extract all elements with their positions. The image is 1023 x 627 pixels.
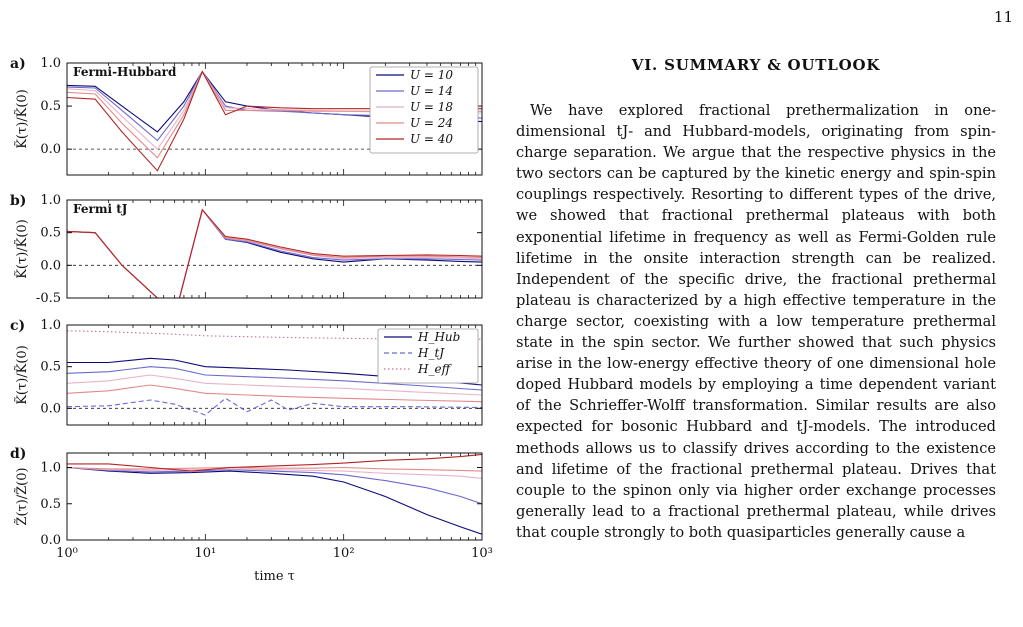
series-line xyxy=(67,357,482,386)
y-axis-label: K̃(τ)/K̃(0) xyxy=(14,345,30,405)
y-tick-label: 1.0 xyxy=(40,318,61,333)
legend-label: U = 18 xyxy=(410,100,453,114)
legend-label: U = 10 xyxy=(410,68,453,82)
legend-label: H_eff xyxy=(417,362,453,376)
section-heading: VI. SUMMARY & OUTLOOK xyxy=(631,56,881,74)
series-line xyxy=(67,366,482,391)
legend-box xyxy=(377,328,479,384)
series-line xyxy=(67,466,482,479)
panel-label: d) xyxy=(10,446,26,462)
y-tick-label: 0.5 xyxy=(40,99,61,114)
series-line xyxy=(67,453,482,472)
y-tick-label: 1.0 xyxy=(40,461,61,476)
figure: 0.0 0.5 1.0 a) Fermi-Hubbard K̃(τ)/K̃(0) U = 1… xyxy=(0,50,500,627)
legend-label: H_tJ xyxy=(417,346,445,360)
legend: H_Hub H_tJ H_eff xyxy=(377,328,479,384)
series-line xyxy=(67,208,482,298)
series-line xyxy=(67,208,482,298)
legend-label: U = 14 xyxy=(410,84,453,98)
x-axis-label: time τ xyxy=(254,569,295,584)
y-tick-label: -0.5 xyxy=(36,291,61,306)
series-group xyxy=(67,208,482,298)
y-axis-label: K̃(τ)/K̃(0) xyxy=(14,219,30,279)
y-tick-label: 0.5 xyxy=(40,360,61,375)
x-tick-label: 10¹ xyxy=(194,546,216,561)
y-tick-label: 0.0 xyxy=(40,533,61,548)
y-tick-label: 1.0 xyxy=(40,56,61,71)
y-tick-label: 1.0 xyxy=(40,193,61,208)
x-tick-label: 10² xyxy=(333,546,355,561)
panel-frame xyxy=(66,199,483,299)
series-group xyxy=(67,453,482,535)
legend-label: U = 40 xyxy=(410,132,453,146)
series-line xyxy=(67,384,482,403)
panel-title: Fermi tJ xyxy=(73,202,128,216)
page-number: 11 xyxy=(993,8,1013,26)
series-group xyxy=(67,330,482,416)
series-line xyxy=(67,208,482,298)
legend-label: H_Hub xyxy=(417,330,460,344)
panel-title: Fermi-Hubbard xyxy=(73,65,177,79)
x-tick-label: 10⁰ xyxy=(56,546,78,561)
y-axis-label: Z̃(τ)/Z̃(0) xyxy=(14,467,30,525)
panel-frame xyxy=(66,62,483,176)
y-axis-label: K̃(τ)/K̃(0) xyxy=(14,89,30,149)
summary-section: VI. SUMMARY & OUTLOOK We have explored f… xyxy=(516,56,996,627)
panel-frame xyxy=(66,324,483,426)
y-tick-label: 0.0 xyxy=(40,401,61,416)
series-line xyxy=(67,466,482,472)
panel-label: c) xyxy=(10,318,25,334)
series-line xyxy=(67,208,482,298)
series-line xyxy=(67,208,482,298)
series-line xyxy=(67,466,482,535)
y-tick-label: 0.0 xyxy=(40,258,61,273)
series-line xyxy=(67,397,482,416)
series-line xyxy=(67,374,482,396)
y-tick-label: 0.5 xyxy=(40,226,61,241)
panel-frame xyxy=(66,452,483,541)
section-body-text: We have explored fractional prethermaliz… xyxy=(516,102,996,541)
legend: U = 10 U = 14 U = 18 U = 24 U = 40 xyxy=(369,66,479,154)
legend-label: U = 24 xyxy=(410,116,453,130)
legend-box xyxy=(369,66,479,154)
panel-label: a) xyxy=(10,56,26,72)
x-tick-label: 10³ xyxy=(471,546,493,561)
panel-label: b) xyxy=(10,193,26,209)
y-tick-label: 0.5 xyxy=(40,497,61,512)
figure-canvas: 0.0 0.5 1.0 a) Fermi-Hubbard K̃(τ)/K̃(0) U = 1… xyxy=(10,56,493,584)
series-line xyxy=(67,466,482,505)
y-tick-label: 0.0 xyxy=(40,142,61,157)
